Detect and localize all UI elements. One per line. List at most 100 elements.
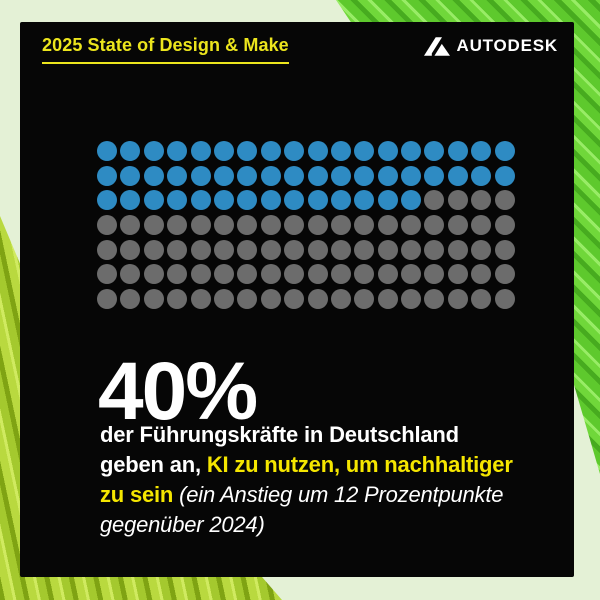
waffle-dot-filled: [447, 141, 468, 161]
waffle-dot-empty: [237, 264, 258, 285]
waffle-dot-empty: [447, 264, 468, 285]
waffle-dot-empty: [401, 264, 422, 285]
waffle-dot-empty: [471, 190, 492, 211]
waffle-dot-filled: [307, 165, 328, 186]
waffle-dot-empty: [494, 264, 515, 285]
waffle-dot-empty: [471, 289, 492, 310]
waffle-dot-empty: [471, 239, 492, 260]
waffle-dot-empty: [97, 264, 117, 285]
waffle-dot-empty: [213, 289, 234, 310]
waffle-dot-filled: [167, 190, 188, 211]
caption-segment-yellow: zu sein: [100, 482, 180, 507]
waffle-dot-filled: [284, 141, 305, 161]
waffle-dot-filled: [213, 190, 234, 211]
waffle-dot-filled: [143, 165, 164, 186]
waffle-dot-filled: [97, 190, 117, 211]
waffle-dot-empty: [494, 289, 515, 310]
infographic-card: 2025 State of Design & Make AUTODESK 40%…: [20, 22, 574, 577]
waffle-dot-filled: [401, 165, 422, 186]
waffle-dot-empty: [307, 264, 328, 285]
waffle-dot-filled: [120, 190, 141, 211]
waffle-dot-empty: [167, 264, 188, 285]
waffle-dot-empty: [330, 239, 351, 260]
waffle-dot-empty: [354, 215, 375, 236]
waffle-dot-filled: [260, 141, 281, 161]
waffle-dot-empty: [354, 239, 375, 260]
waffle-dot-empty: [447, 215, 468, 236]
waffle-dot-empty: [377, 239, 398, 260]
waffle-dot-empty: [213, 264, 234, 285]
waffle-dot-filled: [260, 165, 281, 186]
waffle-dot-empty: [494, 239, 515, 260]
waffle-dot-filled: [424, 165, 445, 186]
waffle-dot-filled: [377, 141, 398, 161]
waffle-dot-empty: [307, 239, 328, 260]
waffle-dot-empty: [120, 239, 141, 260]
waffle-dot-filled: [190, 165, 211, 186]
waffle-dot-filled: [237, 190, 258, 211]
waffle-dot-empty: [97, 239, 117, 260]
waffle-dot-filled: [190, 190, 211, 211]
waffle-dot-empty: [97, 215, 117, 236]
waffle-dot-filled: [284, 165, 305, 186]
waffle-dot-filled: [143, 141, 164, 161]
waffle-dot-empty: [237, 239, 258, 260]
waffle-dot-empty: [97, 289, 117, 310]
waffle-dot-filled: [377, 165, 398, 186]
waffle-dot-filled: [494, 165, 515, 186]
autodesk-wordmark: AUTODESK: [456, 36, 558, 55]
waffle-dot-empty: [494, 190, 515, 211]
waffle-dot-empty: [330, 264, 351, 285]
waffle-dot-empty: [471, 215, 492, 236]
waffle-dot-empty: [424, 215, 445, 236]
waffle-dot-filled: [213, 165, 234, 186]
waffle-dot-empty: [260, 215, 281, 236]
waffle-dot-empty: [284, 289, 305, 310]
waffle-dot-empty: [143, 215, 164, 236]
waffle-dot-empty: [284, 264, 305, 285]
waffle-dot-empty: [307, 289, 328, 310]
waffle-dot-empty: [190, 289, 211, 310]
waffle-dot-empty: [213, 215, 234, 236]
waffle-dot-empty: [377, 215, 398, 236]
waffle-dot-filled: [167, 141, 188, 161]
waffle-dot-empty: [354, 264, 375, 285]
waffle-dot-empty: [167, 239, 188, 260]
waffle-dot-filled: [447, 165, 468, 186]
waffle-dot-empty: [424, 239, 445, 260]
waffle-dot-empty: [424, 264, 445, 285]
waffle-dot-filled: [213, 141, 234, 161]
waffle-dot-filled: [284, 190, 305, 211]
waffle-dot-empty: [237, 215, 258, 236]
waffle-dot-filled: [330, 141, 351, 161]
waffle-dot-filled: [354, 141, 375, 161]
waffle-dot-filled: [471, 141, 492, 161]
waffle-dot-empty: [260, 239, 281, 260]
waffle-dot-empty: [401, 215, 422, 236]
waffle-dot-empty: [143, 239, 164, 260]
waffle-dot-filled: [401, 141, 422, 161]
waffle-dot-empty: [213, 239, 234, 260]
caption-segment-white: geben an,: [100, 452, 207, 477]
header: 2025 State of Design & Make AUTODESK: [42, 34, 558, 64]
waffle-dot-filled: [354, 190, 375, 211]
caption-line: geben an, KI zu nutzen, um nachhaltiger: [100, 450, 570, 480]
caption-segment-yellow: KI zu nutzen, um nachhaltiger: [206, 452, 513, 477]
waffle-dot-empty: [401, 239, 422, 260]
waffle-dot-filled: [120, 141, 141, 161]
waffle-dot-empty: [143, 264, 164, 285]
waffle-dot-empty: [190, 264, 211, 285]
waffle-dot-filled: [471, 165, 492, 186]
caption-segment-white: der Führungskräfte in Deutschland: [100, 422, 459, 447]
waffle-dot-filled: [237, 141, 258, 161]
waffle-dot-filled: [377, 190, 398, 211]
stat-value: 40%: [98, 346, 258, 437]
waffle-dot-empty: [401, 289, 422, 310]
waffle-dot-filled: [97, 141, 117, 161]
waffle-dot-empty: [307, 215, 328, 236]
waffle-dot-empty: [237, 289, 258, 310]
waffle-dot-empty: [447, 190, 468, 211]
waffle-dot-empty: [447, 239, 468, 260]
waffle-dot-filled: [307, 141, 328, 161]
waffle-dot-empty: [190, 215, 211, 236]
